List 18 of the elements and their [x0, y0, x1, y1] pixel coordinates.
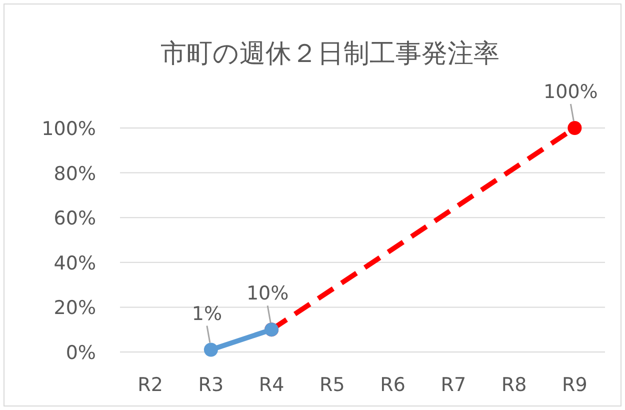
x-tick-label: R8: [501, 374, 527, 396]
y-tick-label: 100%: [42, 118, 96, 140]
y-tick-label: 80%: [54, 162, 96, 185]
y-tick-label: 20%: [54, 297, 96, 320]
x-tick-label: R5: [320, 374, 345, 396]
x-tick-label: R2: [138, 374, 163, 396]
y-tick-label: 60%: [54, 208, 96, 230]
data-label: 10%: [246, 282, 289, 305]
x-tick-label: R6: [380, 374, 406, 396]
x-tick-label: R4: [258, 374, 284, 396]
x-tick-label: R7: [440, 374, 466, 396]
data-label: 1%: [192, 302, 222, 325]
x-tick-label: R3: [198, 374, 224, 396]
x-tick-label: R9: [562, 374, 588, 396]
y-tick-label: 40%: [54, 252, 96, 274]
chart-title: 市町の週休２日制工事発注率: [160, 39, 500, 69]
y-tick-label: 0%: [66, 342, 96, 364]
data-label: 100%: [544, 81, 598, 103]
